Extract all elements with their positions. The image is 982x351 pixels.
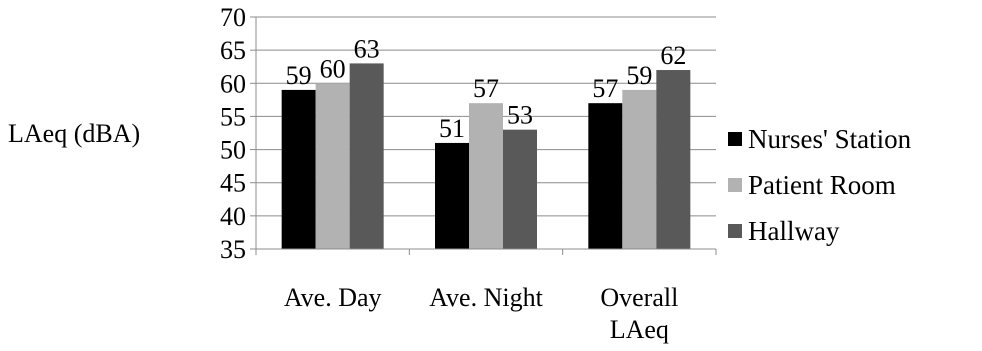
y-axis-label: LAeq (dBA) [8, 119, 141, 148]
y-tick-label: 40 [220, 202, 246, 231]
bar [469, 103, 503, 250]
y-tick-label: 65 [220, 36, 246, 65]
y-tick-label: 70 [220, 3, 246, 32]
data-label: 57 [473, 74, 499, 103]
y-tick-label: 55 [220, 102, 246, 131]
axes: 35 40 45 50 55 60 65 70 Ave. Day Ave. Night Overal… [220, 3, 717, 344]
data-label: 59 [286, 61, 312, 90]
bar [435, 142, 469, 249]
legend-swatch [728, 178, 742, 192]
legend-swatch [728, 132, 742, 146]
legend: Nurses' Station Patient Room Hallway [728, 116, 911, 254]
data-label: 62 [660, 41, 686, 70]
legend-item-nurses-station: Nurses' Station [728, 116, 911, 162]
bar [281, 89, 316, 250]
legend-item-patient-room: Patient Room [728, 162, 911, 208]
bars [281, 63, 691, 250]
legend-swatch [728, 224, 742, 238]
bar [588, 103, 623, 250]
data-label: 59 [626, 61, 652, 90]
x-tick-label: LAeq [610, 315, 669, 344]
data-label: 57 [592, 74, 618, 103]
y-tick-label: 60 [220, 69, 246, 98]
data-labels: 59 60 63 51 57 53 57 59 62 [286, 34, 687, 143]
x-tick-label: Overall [600, 283, 678, 312]
data-label: 51 [439, 114, 465, 143]
bar [349, 63, 384, 250]
bar [315, 83, 350, 250]
bar [622, 89, 657, 250]
data-label: 63 [354, 34, 380, 63]
x-tick-label: Ave. Day [284, 283, 382, 312]
bar [503, 129, 537, 249]
legend-label: Patient Room [748, 169, 896, 200]
bar [656, 70, 691, 250]
y-tick-label: 35 [220, 235, 246, 264]
legend-label: Hallway [748, 215, 840, 246]
legend-label: Nurses' Station [748, 123, 912, 154]
data-label: 60 [320, 54, 346, 83]
x-tick-label: Ave. Night [429, 283, 543, 312]
y-tick-label: 50 [220, 136, 246, 165]
legend-item-hallway: Hallway [728, 208, 911, 254]
y-tick-label: 45 [220, 169, 246, 198]
data-label: 53 [507, 101, 533, 130]
